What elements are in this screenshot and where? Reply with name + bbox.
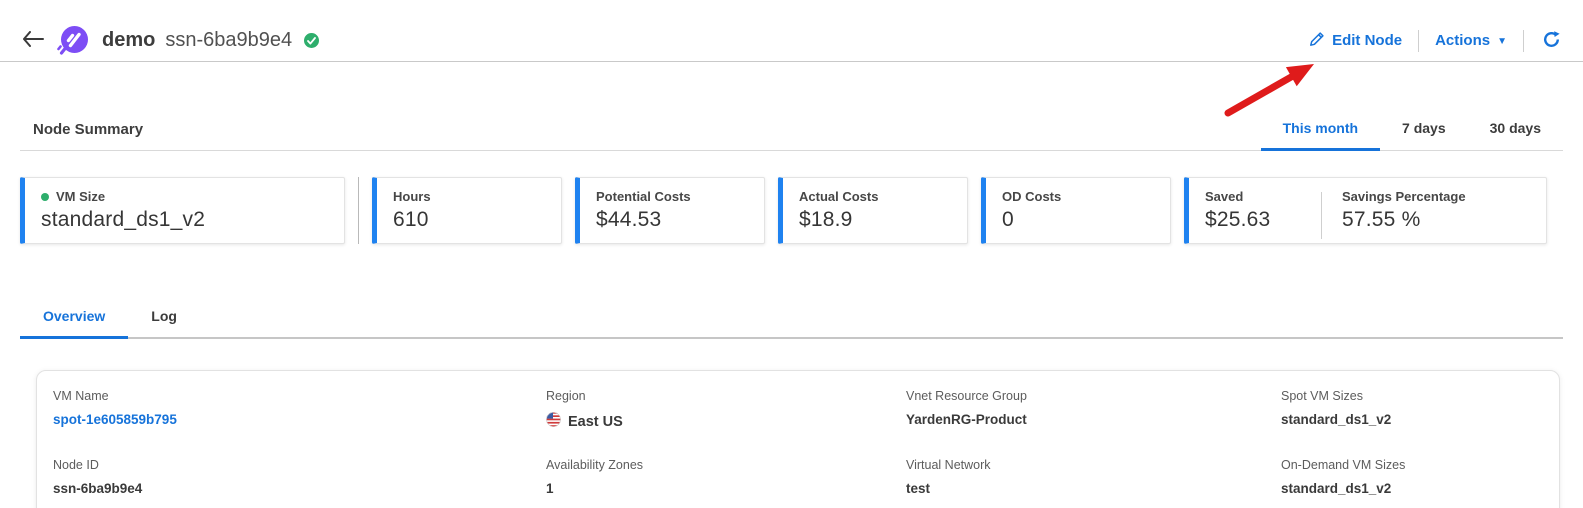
stat-card-value: $44.53	[596, 208, 662, 231]
stat-card-value: 610	[393, 208, 429, 231]
field-vnet-resource-group: Vnet Resource Group YardenRG-Product	[906, 389, 1027, 427]
details-grid: VM Name spot-1e605859b795 Region	[53, 389, 1559, 496]
tab-overview[interactable]: Overview	[20, 300, 129, 339]
region-value: East US	[546, 412, 906, 431]
page-title-node-id: ssn-6ba9b9e4	[165, 29, 293, 51]
summary-cards-row: VM Size standard_ds1_v2 Hours 610 Potent…	[20, 177, 1547, 244]
saved-column: Saved $25.63	[1205, 189, 1321, 243]
stat-card-label: OD Costs	[1002, 189, 1062, 204]
stat-card-value: 57.55 %	[1342, 208, 1421, 231]
field-availability-zones: Availability Zones 1	[546, 458, 644, 496]
refresh-button[interactable]	[1540, 28, 1563, 54]
stat-card-vm-size: VM Size standard_ds1_v2	[20, 177, 345, 244]
header-divider	[1523, 29, 1524, 52]
tab-log[interactable]: Log	[128, 300, 200, 337]
actions-label: Actions	[1435, 32, 1491, 49]
tab-7-days[interactable]: 7 days	[1380, 120, 1468, 150]
stat-card-label: VM Size	[41, 189, 344, 204]
stat-card-label: Saved	[1205, 189, 1244, 204]
node-summary-bar: Node Summary This month 7 days 30 days	[20, 104, 1563, 151]
stat-card-saved: Saved $25.63 Savings Percentage 57.55 %	[1184, 177, 1547, 244]
pencil-icon	[1309, 31, 1325, 51]
stat-card-hours: Hours 610	[372, 177, 562, 244]
stat-card-label: Potential Costs	[596, 189, 691, 204]
field-on-demand-vm-sizes: On-Demand VM Sizes standard_ds1_v2	[1281, 458, 1406, 496]
field-vm-name: VM Name spot-1e605859b795	[53, 389, 546, 431]
stat-card-label: Savings Percentage	[1342, 189, 1466, 204]
period-tabs: This month 7 days 30 days	[1260, 120, 1563, 151]
chevron-down-icon: ▼	[1497, 35, 1507, 47]
field-region: Region	[546, 389, 906, 431]
content-tabs: Overview Log	[20, 300, 1563, 339]
header: demo ssn-6ba9b9e4 Edit Node Actions ▼	[0, 0, 1583, 62]
stat-card-label: Hours	[393, 189, 431, 204]
refresh-icon	[1542, 30, 1561, 52]
savings-percentage-column: Savings Percentage 57.55 %	[1342, 189, 1466, 243]
edit-node-button[interactable]: Edit Node	[1309, 31, 1402, 51]
overview-details-card: VM Name spot-1e605859b795 Region	[36, 370, 1560, 508]
saved-card-divider	[1321, 192, 1322, 239]
field-spot-vm-sizes: Spot VM Sizes standard_ds1_v2	[1281, 389, 1392, 427]
stat-card-actual-costs: Actual Costs $18.9	[778, 177, 968, 244]
page-title-app-name: demo	[102, 29, 156, 51]
green-dot-icon	[41, 192, 49, 201]
vm-name-link[interactable]: spot-1e605859b795	[53, 412, 177, 427]
us-flag-icon	[546, 412, 561, 431]
cards-divider	[358, 177, 359, 244]
tab-30-days[interactable]: 30 days	[1468, 120, 1563, 150]
check-circle-icon	[304, 33, 320, 48]
stat-card-value: standard_ds1_v2	[41, 208, 206, 231]
node-summary-title: Node Summary	[33, 121, 144, 138]
arrow-left-icon	[22, 31, 44, 50]
edit-node-label: Edit Node	[1332, 32, 1403, 49]
header-actions: Edit Node Actions ▼	[1309, 28, 1563, 54]
tab-this-month[interactable]: This month	[1260, 120, 1381, 151]
stat-card-label: Actual Costs	[799, 189, 879, 204]
spot-logo-icon	[56, 24, 90, 58]
field-virtual-network: Virtual Network test	[906, 458, 991, 496]
stat-card-od-costs: OD Costs 0	[981, 177, 1171, 244]
header-left: demo ssn-6ba9b9e4	[20, 24, 320, 58]
back-button[interactable]	[20, 29, 46, 52]
header-divider	[1418, 29, 1420, 52]
actions-dropdown-button[interactable]: Actions ▼	[1435, 32, 1507, 49]
stat-card-value: $25.63	[1205, 208, 1271, 231]
stat-card-value: 0	[1002, 208, 1014, 231]
stat-card-potential-costs: Potential Costs $44.53	[575, 177, 765, 244]
field-node-id: Node ID ssn-6ba9b9e4	[53, 458, 143, 496]
stat-card-value: $18.9	[799, 208, 853, 231]
